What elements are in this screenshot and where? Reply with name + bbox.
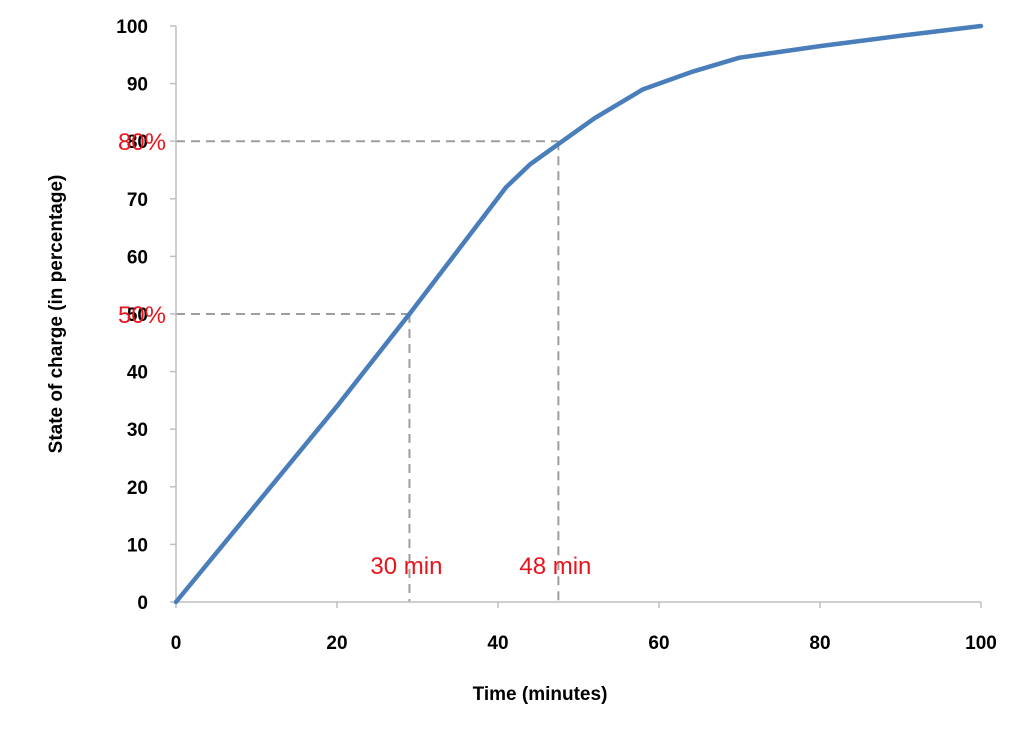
y-axis-title: State of charge (in percentage) xyxy=(46,175,67,454)
axes: 0 10 20 30 40 50 60 70 80 90 100 0 20 40 60 80 100 xyxy=(116,17,997,654)
y-annotation-label: 50% xyxy=(118,302,166,329)
x-tick-label: 20 xyxy=(326,633,347,654)
y-tick-label: 20 xyxy=(127,478,148,499)
x-annotation-label: 30 min xyxy=(370,553,442,580)
reference-lines xyxy=(176,140,560,602)
x-tick-label: 60 xyxy=(648,633,669,654)
x-tick-label: 40 xyxy=(487,633,508,654)
y-annotation-label: 80% xyxy=(118,129,166,156)
series-line xyxy=(173,23,984,605)
y-tick-label: 80 xyxy=(127,132,148,153)
series-layer xyxy=(173,23,984,605)
y-tick-label: 60 xyxy=(127,247,148,268)
y-tick-label: 40 xyxy=(127,363,148,384)
y-tick-label: 0 xyxy=(137,593,148,614)
x-tick-label: 80 xyxy=(809,633,830,654)
y-tick-label: 70 xyxy=(127,190,148,211)
y-tick-label: 100 xyxy=(116,17,148,38)
labels: Time (minutes) State of charge (in perce… xyxy=(46,129,607,705)
x-axis-title: Time (minutes) xyxy=(473,684,608,705)
x-tick-label: 0 xyxy=(171,633,182,654)
y-tick-label: 30 xyxy=(127,420,148,441)
x-annotation-label: 48 min xyxy=(519,553,591,580)
y-tick-label: 50 xyxy=(127,305,148,326)
y-tick-label: 10 xyxy=(127,535,148,556)
x-tick-label: 100 xyxy=(965,633,997,654)
y-tick-label: 90 xyxy=(127,75,148,96)
